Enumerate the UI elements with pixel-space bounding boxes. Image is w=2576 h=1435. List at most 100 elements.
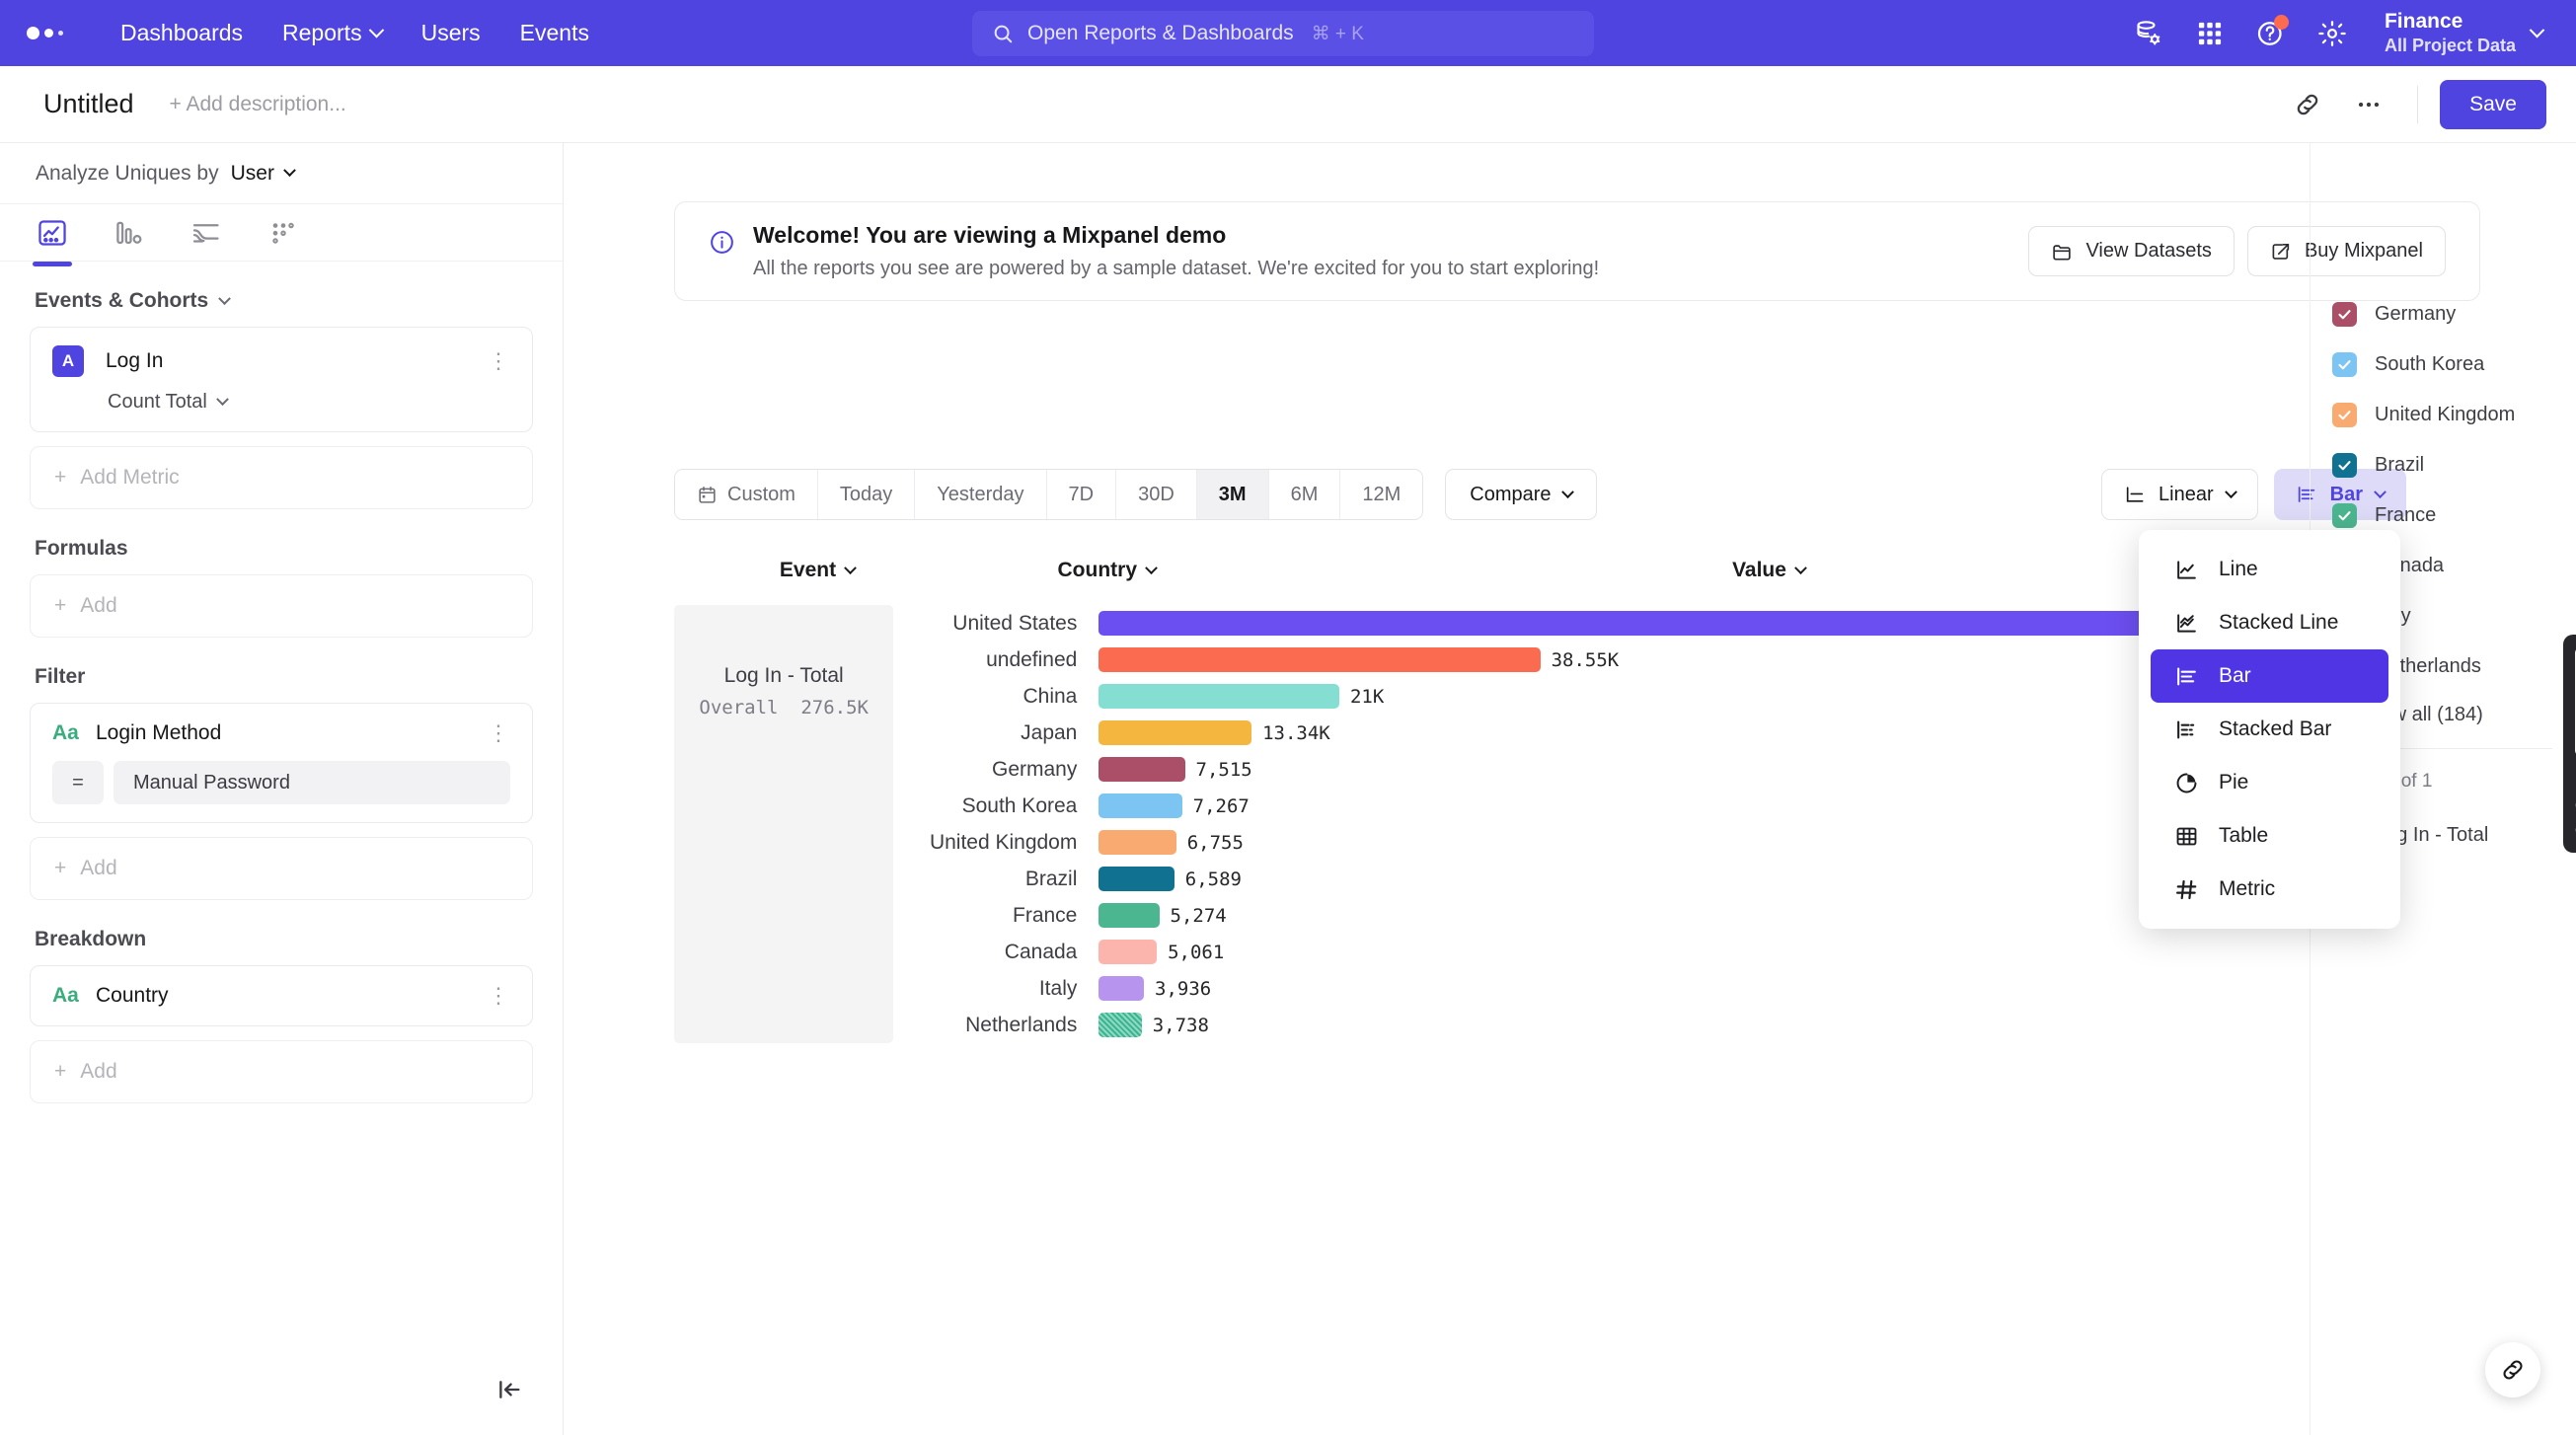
event-options-button[interactable]: ⋮ <box>488 348 510 373</box>
breakdown-options-button[interactable]: ⋮ <box>488 983 510 1008</box>
event-measure-select[interactable]: Count Total <box>108 391 510 414</box>
bar-row[interactable]: South Korea 7,267 <box>913 788 2372 824</box>
date-range-7d[interactable]: 7D <box>1046 470 1117 519</box>
legend-checkbox[interactable] <box>2332 403 2357 427</box>
chart-type-option-table[interactable]: Table <box>2151 809 2388 863</box>
chart-type-option-pie[interactable]: Pie <box>2151 756 2388 809</box>
bar-fill[interactable] <box>1099 940 1158 964</box>
chart-type-option-stacked-bar[interactable]: Stacked Bar <box>2151 703 2388 756</box>
add-formula-button[interactable]: + Add <box>30 574 533 638</box>
bar-category-label: China <box>1023 684 1078 708</box>
tab-retention-grid[interactable] <box>261 210 306 256</box>
tab-flows[interactable] <box>184 210 229 256</box>
tab-insights-line[interactable] <box>30 210 75 266</box>
filter-operator-select[interactable]: = <box>52 761 104 804</box>
buy-mixpanel-button[interactable]: Buy Mixpanel <box>2246 226 2446 276</box>
more-options-button[interactable] <box>2342 78 2395 131</box>
tab-funnels-bar[interactable] <box>107 210 152 256</box>
date-range-30d[interactable]: 30D <box>1116 470 1197 519</box>
legend-item[interactable]: Brazil <box>2332 440 2576 491</box>
bar-row[interactable]: Italy 3,936 <box>913 970 2372 1007</box>
bar-value-label: 5,274 <box>1170 904 1227 927</box>
date-range-12m[interactable]: 12M <box>1340 470 1423 519</box>
legend-item[interactable]: France <box>2332 491 2576 541</box>
legend-item[interactable]: United Kingdom <box>2332 390 2576 440</box>
bar-fill[interactable] <box>1099 720 1252 745</box>
bar-row[interactable]: Canada 5,061 <box>913 934 2372 970</box>
column-header-value[interactable]: Value <box>1166 559 2372 582</box>
nav-link-dashboards[interactable]: Dashboards <box>101 12 263 54</box>
bar-row[interactable]: United Kingdom 6,755 <box>913 824 2372 861</box>
add-breakdown-button[interactable]: + Add <box>30 1040 533 1103</box>
bar-fill[interactable] <box>1099 867 1174 891</box>
collapse-panel-button[interactable] <box>484 1364 535 1415</box>
bar-value-label: 13.34K <box>1262 721 1330 744</box>
help-circle-icon[interactable] <box>2240 3 2302 64</box>
bar-track: 7,515 <box>1099 757 2372 782</box>
chart-type-option-line[interactable]: Line <box>2151 543 2388 596</box>
legend-checkbox[interactable] <box>2332 352 2357 377</box>
date-range-today[interactable]: Today <box>817 470 916 519</box>
bar-fill[interactable] <box>1099 976 1145 1001</box>
share-link-button[interactable] <box>2281 78 2334 131</box>
date-range-6m[interactable]: 6M <box>1268 470 1341 519</box>
view-datasets-button[interactable]: View Datasets <box>2028 226 2235 276</box>
bar-row[interactable]: China 21K <box>913 678 2372 715</box>
add-filter-button[interactable]: + Add <box>30 837 533 900</box>
bar-row[interactable]: Germany 7,515 <box>913 751 2372 788</box>
legend-checkbox[interactable] <box>2332 503 2357 528</box>
mixpanel-logo-icon[interactable] <box>27 27 63 39</box>
settings-gear-icon[interactable] <box>2302 3 2363 64</box>
nav-link-users[interactable]: Users <box>402 12 500 54</box>
bar-fill[interactable] <box>1099 611 2294 636</box>
apps-grid-icon[interactable] <box>2179 3 2240 64</box>
save-button[interactable]: Save <box>2440 79 2546 129</box>
filter-options-button[interactable]: ⋮ <box>488 720 510 745</box>
date-range-3m[interactable]: 3M <box>1196 470 1269 519</box>
bar-row[interactable]: France 5,274 <box>913 897 2372 934</box>
bar-fill[interactable] <box>1099 1013 1142 1037</box>
column-header-country[interactable]: Country <box>960 559 1166 582</box>
chart-type-option-stacked-line[interactable]: Stacked Line <box>2151 596 2388 649</box>
bar-row[interactable]: undefined 38.55K <box>913 642 2372 678</box>
bar-fill[interactable] <box>1099 793 1182 818</box>
project-selector[interactable]: Finance All Project Data <box>2363 5 2554 62</box>
legend-checkbox[interactable] <box>2332 302 2357 327</box>
chart-type-option-metric[interactable]: Metric <box>2151 863 2388 916</box>
breakdown-card[interactable]: Aa Country ⋮ <box>30 965 533 1026</box>
bar-row[interactable]: Brazil 6,589 <box>913 861 2372 897</box>
add-breakdown-label: Add <box>80 1060 117 1083</box>
bar-row[interactable]: Japan 13.34K <box>913 715 2372 751</box>
filter-card[interactable]: Aa Login Method ⋮ = Manual Password <box>30 703 533 823</box>
bar-fill[interactable] <box>1099 647 1541 672</box>
bar-category-label: Japan <box>1021 720 1078 744</box>
events-cohorts-header[interactable]: Events & Cohorts <box>35 289 533 313</box>
page-title[interactable]: Untitled <box>43 89 134 118</box>
legend-item[interactable]: Germany <box>2332 289 2576 340</box>
add-description-input[interactable]: + Add description... <box>169 92 346 115</box>
legend-item[interactable]: South Korea <box>2332 340 2576 390</box>
date-range-custom[interactable]: Custom <box>675 470 818 519</box>
scale-select-button[interactable]: Linear <box>2101 469 2258 520</box>
event-card[interactable]: A Log In ⋮ Count Total <box>30 327 533 432</box>
bar-row[interactable]: Netherlands 3,738 <box>913 1007 2372 1043</box>
nav-link-events[interactable]: Events <box>500 12 609 54</box>
bar-fill[interactable] <box>1099 757 1185 782</box>
compare-button[interactable]: Compare <box>1445 469 1597 520</box>
chart-type-option-bar[interactable]: Bar <box>2151 649 2388 703</box>
add-metric-button[interactable]: + Add Metric <box>30 446 533 509</box>
global-search-input[interactable]: Open Reports & Dashboards ⌘ + K <box>972 11 1594 56</box>
share-link-fab[interactable] <box>2485 1342 2540 1397</box>
database-gear-icon[interactable] <box>2118 3 2179 64</box>
bar-fill[interactable] <box>1099 903 1160 928</box>
legend-checkbox[interactable] <box>2332 453 2357 478</box>
column-header-event[interactable]: Event <box>674 559 960 582</box>
compare-label: Compare <box>1470 483 1552 505</box>
bar-fill[interactable] <box>1099 684 1339 709</box>
filter-value-input[interactable]: Manual Password <box>114 761 510 804</box>
nav-link-reports[interactable]: Reports <box>263 12 402 54</box>
bar-fill[interactable] <box>1099 830 1176 855</box>
date-range-yesterday[interactable]: Yesterday <box>915 470 1047 519</box>
add-filter-label: Add <box>80 857 117 879</box>
analyze-unit-select[interactable]: User <box>231 162 296 186</box>
